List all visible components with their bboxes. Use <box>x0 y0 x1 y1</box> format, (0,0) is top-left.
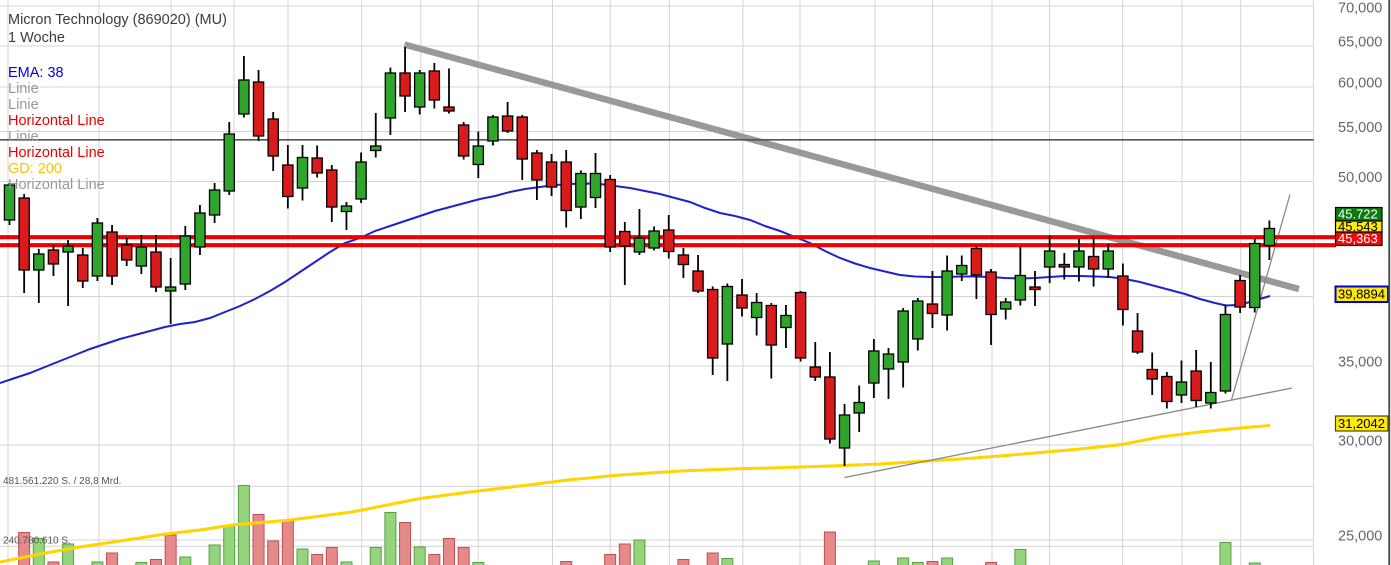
svg-text:Linie: Linie <box>8 129 39 145</box>
svg-text:Micron Technology (869020) (MU: Micron Technology (869020) (MU) <box>8 12 227 28</box>
svg-text:50,000: 50,000 <box>1338 170 1382 186</box>
svg-text:31,2042: 31,2042 <box>1338 416 1385 431</box>
svg-text:GD: 200: GD: 200 <box>8 161 62 177</box>
svg-text:Horizontal Line: Horizontal Line <box>8 145 105 161</box>
svg-text:Horizontal Line: Horizontal Line <box>8 113 105 129</box>
svg-text:60,000: 60,000 <box>1338 76 1382 92</box>
svg-text:Linie: Linie <box>8 81 39 97</box>
svg-text:Linie: Linie <box>8 97 39 113</box>
svg-text:1 Woche: 1 Woche <box>8 30 65 46</box>
svg-text:39,8894: 39,8894 <box>1338 287 1385 302</box>
svg-text:EMA: 38: EMA: 38 <box>8 65 64 81</box>
svg-text:45,363: 45,363 <box>1338 231 1378 246</box>
svg-text:25,000: 25,000 <box>1338 529 1382 545</box>
svg-text:481.561.220 S. / 28,8 Mrd.: 481.561.220 S. / 28,8 Mrd. <box>3 476 121 487</box>
svg-text:45.543: 45.543 <box>1338 219 1378 234</box>
svg-text:45.722: 45.722 <box>1338 207 1378 222</box>
svg-text:65,000: 65,000 <box>1338 35 1382 51</box>
svg-text:70,000: 70,000 <box>1338 1 1382 17</box>
svg-text:30,000: 30,000 <box>1338 434 1382 450</box>
svg-text:55,000: 55,000 <box>1338 120 1382 136</box>
svg-text:35,000: 35,000 <box>1338 355 1382 371</box>
svg-text:240.780.610 S.: 240.780.610 S. <box>3 536 71 547</box>
svg-text:Horizontal Line: Horizontal Line <box>8 177 105 193</box>
